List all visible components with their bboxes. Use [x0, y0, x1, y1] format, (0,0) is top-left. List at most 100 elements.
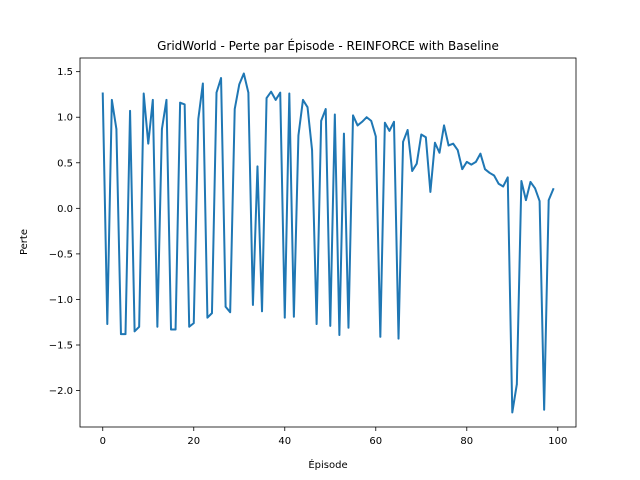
data-point — [265, 97, 268, 99]
data-point — [516, 383, 518, 385]
x-tick-label: 20 — [187, 436, 200, 447]
data-point — [461, 168, 464, 170]
data-point — [511, 411, 514, 414]
data-point — [256, 165, 259, 168]
data-point — [475, 161, 477, 163]
data-point — [470, 163, 473, 166]
data-point — [115, 128, 118, 130]
data-point — [552, 188, 555, 190]
data-point — [202, 82, 204, 85]
data-point — [138, 325, 140, 328]
data-point — [320, 120, 322, 122]
data-point — [406, 129, 409, 131]
y-tick-label: −2.0 — [49, 386, 73, 397]
x-tick-label: 0 — [100, 436, 106, 447]
y-tick-label: 0.5 — [57, 158, 73, 169]
data-point — [534, 187, 536, 190]
data-point — [220, 77, 222, 79]
data-point — [311, 149, 313, 151]
data-point — [288, 92, 291, 95]
data-point — [279, 91, 282, 94]
data-point — [543, 408, 545, 411]
data-point — [224, 305, 227, 308]
data-point — [420, 133, 423, 136]
data-point — [370, 120, 373, 122]
data-point — [197, 118, 200, 120]
data-point — [183, 103, 186, 106]
data-point — [211, 312, 213, 314]
data-point — [361, 120, 363, 123]
data-point — [233, 108, 236, 110]
data-point — [283, 316, 286, 319]
axes-frame — [79, 57, 577, 428]
data-point — [243, 72, 245, 75]
x-tick-label: 80 — [460, 436, 473, 447]
data-point — [388, 130, 391, 132]
data-point — [434, 141, 436, 144]
data-point — [352, 114, 354, 117]
data-point — [443, 124, 445, 127]
y-tick-label: −1.5 — [49, 341, 73, 352]
data-point — [484, 168, 486, 170]
data-point — [101, 92, 104, 95]
data-point — [529, 181, 532, 183]
series-line-0 — [101, 72, 555, 414]
data-point — [520, 180, 523, 182]
data-point — [302, 99, 304, 101]
data-point — [488, 172, 491, 174]
data-point — [106, 323, 109, 325]
data-point — [465, 161, 468, 163]
y-tick-label: −1.0 — [49, 295, 73, 306]
data-point — [152, 99, 154, 101]
data-point — [274, 99, 277, 101]
data-point — [374, 135, 377, 138]
data-point — [156, 325, 159, 328]
data-point — [547, 199, 550, 201]
data-point — [334, 113, 336, 116]
data-point — [397, 337, 400, 340]
data-point — [261, 310, 263, 313]
data-point — [343, 132, 345, 135]
data-point — [174, 328, 177, 331]
data-point — [270, 90, 272, 93]
data-point — [129, 110, 131, 112]
plot-area — [101, 72, 555, 414]
data-point — [324, 108, 327, 110]
data-point — [497, 182, 500, 185]
data-point — [306, 106, 309, 108]
data-point — [447, 144, 450, 147]
data-point — [425, 136, 427, 139]
y-tick-label: 1.0 — [57, 113, 73, 124]
data-point — [415, 162, 418, 165]
data-point — [229, 311, 231, 314]
x-tick-label: 60 — [369, 436, 382, 447]
y-axis: −2.0 −1.5 −1.0 −0.5 0.0 0.5 1.0 1.5 — [49, 67, 80, 397]
data-point — [452, 142, 454, 145]
data-point — [120, 333, 122, 335]
x-axis-label: Épisode — [308, 458, 347, 471]
data-point — [402, 141, 404, 143]
data-point — [429, 191, 432, 193]
data-point — [247, 91, 250, 94]
data-point — [329, 325, 332, 327]
data-point — [347, 326, 350, 329]
data-point — [133, 330, 136, 333]
data-point — [338, 334, 341, 336]
data-point — [456, 149, 459, 151]
data-point — [293, 315, 295, 318]
data-point — [179, 101, 181, 104]
data-point — [170, 328, 172, 331]
data-point — [506, 176, 509, 179]
data-point — [502, 185, 504, 188]
data-point — [215, 91, 218, 94]
data-point — [479, 152, 482, 155]
data-point — [493, 174, 495, 177]
data-point — [384, 121, 386, 124]
data-point — [379, 336, 382, 338]
data-point — [411, 170, 413, 172]
x-axis: 0 20 40 60 80 100 — [100, 427, 567, 447]
data-point — [188, 325, 191, 328]
series-points-0 — [101, 72, 555, 414]
data-point — [252, 304, 254, 306]
